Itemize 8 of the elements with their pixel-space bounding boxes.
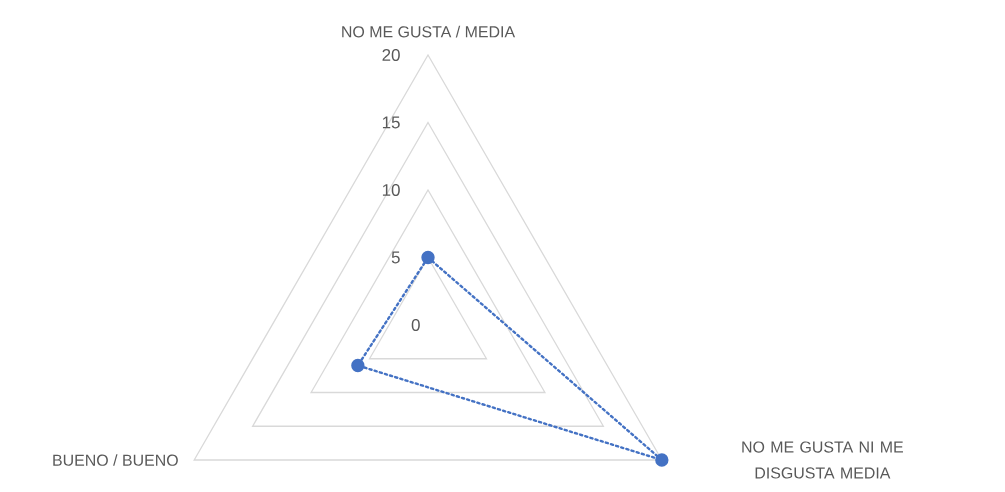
y-tick-label: 5 [391,251,400,264]
y-tick-label: 15 [382,116,400,129]
spoke-label: NO ME GUSTA NI ME DISGUSTA MEDIA [742,441,903,479]
y-tick-label: 0 [411,319,420,331]
spoke-label: NO ME GUSTA / MEDIA [342,25,516,38]
spoke-label: BUENO / BUENO [53,454,178,466]
y-tick-label: 20 [382,48,400,61]
y-tick-label: 10 [382,184,400,196]
